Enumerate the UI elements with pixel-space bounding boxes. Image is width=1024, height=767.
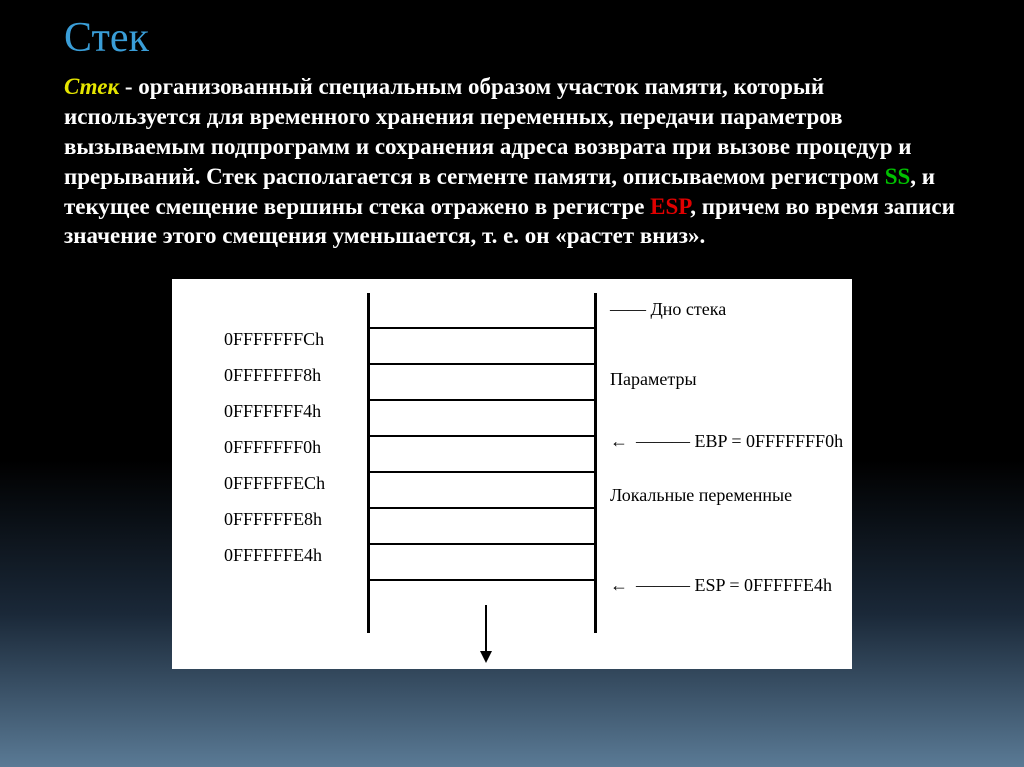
slide: Стек Стек - организованный специальным о… <box>0 0 1024 689</box>
esp-register: ESP <box>650 194 690 219</box>
growth-arrow-icon <box>480 605 492 663</box>
lead-word: Стек <box>64 74 119 99</box>
stack-row <box>367 509 597 545</box>
stack-row <box>367 365 597 401</box>
slide-title: Стек <box>64 14 960 62</box>
arrow-head <box>480 651 492 663</box>
stack-row <box>367 473 597 509</box>
label-esp: ← ——— ESP = 0FFFFFE4h <box>610 575 832 596</box>
stack-diagram: 0FFFFFFFCh 0FFFFFFF8h 0FFFFFFF4h 0FFFFFF… <box>172 279 852 669</box>
stack-box <box>367 293 597 581</box>
ss-register: SS <box>885 164 911 189</box>
label-ebp: ← ——— EBP = 0FFFFFFF0h <box>610 431 843 452</box>
arrow-tail-icon: ——— <box>636 431 690 451</box>
arrow-shaft <box>485 605 487 651</box>
addr-0: 0FFFFFFFCh <box>224 321 325 357</box>
label-params: Параметры <box>610 369 697 390</box>
stack-row <box>367 329 597 365</box>
arrow-line-icon: —— <box>610 299 646 319</box>
label-bottom: —— Дно стека <box>610 299 726 320</box>
slide-body: Стек - организованный специальным образо… <box>64 72 960 251</box>
arrow-left-icon: ← <box>610 575 628 596</box>
label-ebp-text: EBP = 0FFFFFFF0h <box>695 431 844 451</box>
addr-4: 0FFFFFFECh <box>224 465 325 501</box>
address-labels: 0FFFFFFFCh 0FFFFFFF8h 0FFFFFFF4h 0FFFFFF… <box>224 321 325 573</box>
addr-2: 0FFFFFFF4h <box>224 393 325 429</box>
addr-6: 0FFFFFFE4h <box>224 537 325 573</box>
stack-row <box>367 401 597 437</box>
body-text-1: - организованный специальным образом уча… <box>64 74 912 189</box>
stack-row <box>367 293 597 329</box>
stack-row <box>367 437 597 473</box>
addr-3: 0FFFFFFF0h <box>224 429 325 465</box>
addr-1: 0FFFFFFF8h <box>224 357 325 393</box>
addr-5: 0FFFFFFE8h <box>224 501 325 537</box>
stack-row <box>367 545 597 581</box>
label-bottom-text: Дно стека <box>651 299 727 319</box>
label-locals: Локальные переменные <box>610 485 792 506</box>
arrow-left-icon: ← <box>610 431 628 452</box>
label-esp-text: ESP = 0FFFFFE4h <box>695 575 833 595</box>
arrow-tail-icon: ——— <box>636 575 690 595</box>
